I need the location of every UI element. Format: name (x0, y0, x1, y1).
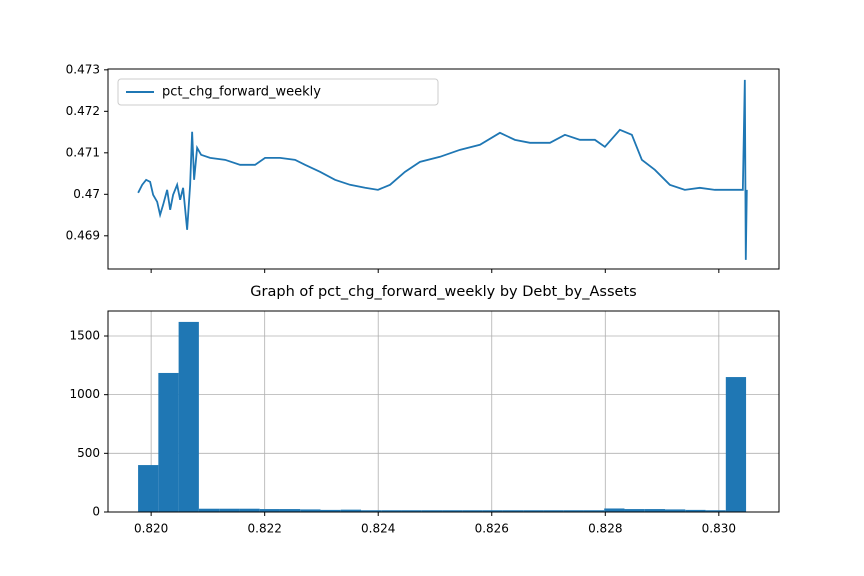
y-tick-label: 0 (92, 505, 100, 519)
bar (705, 510, 726, 512)
bar (178, 321, 199, 512)
y-tick-label: 0.469 (66, 228, 100, 242)
bar (340, 509, 362, 512)
x-tick-label: 0.820 (134, 522, 168, 536)
y-tick-label: 1500 (69, 328, 100, 342)
bar (219, 508, 240, 512)
y-tick-label: 500 (77, 446, 100, 460)
bar (563, 510, 584, 512)
x-tick-label: 0.822 (248, 522, 282, 536)
axes-frame (107, 68, 780, 270)
bar (361, 510, 382, 512)
bar (604, 508, 625, 512)
bar (685, 509, 706, 512)
bar (259, 509, 280, 512)
y-tick-label: 0.473 (66, 62, 100, 76)
bar (543, 510, 564, 512)
chart-title: Graph of pct_chg_forward_weekly by Debt_… (250, 284, 636, 300)
line (137, 79, 748, 260)
bar (239, 508, 260, 512)
bar (138, 465, 159, 512)
y-tick-label: 0.471 (66, 145, 100, 159)
bar (320, 509, 341, 512)
bar (644, 509, 666, 512)
x-tick-label: 0.828 (588, 522, 622, 536)
bar (624, 509, 645, 512)
bar (665, 509, 686, 512)
bar (401, 510, 422, 512)
x-tick-label: 0.830 (702, 522, 736, 536)
bar (725, 377, 747, 512)
bar (381, 510, 402, 512)
bar (442, 510, 463, 512)
bar (502, 510, 524, 512)
bar (482, 510, 503, 512)
x-tick-label: 0.824 (361, 522, 395, 536)
bar (421, 510, 443, 512)
bar (198, 508, 220, 512)
y-tick-label: 0.47 (73, 187, 100, 201)
y-tick-label: 1000 (69, 387, 100, 401)
y-tick-label: 0.472 (66, 104, 100, 118)
legend-label: pct_chg_forward_weekly (162, 85, 321, 100)
bar (462, 510, 483, 512)
bar (300, 509, 321, 512)
bar (279, 509, 301, 512)
bar (523, 510, 544, 512)
axes-frame (107, 310, 780, 513)
bar (583, 510, 605, 512)
legend-box (117, 78, 439, 106)
bar (158, 372, 179, 512)
x-tick-label: 0.826 (475, 522, 509, 536)
